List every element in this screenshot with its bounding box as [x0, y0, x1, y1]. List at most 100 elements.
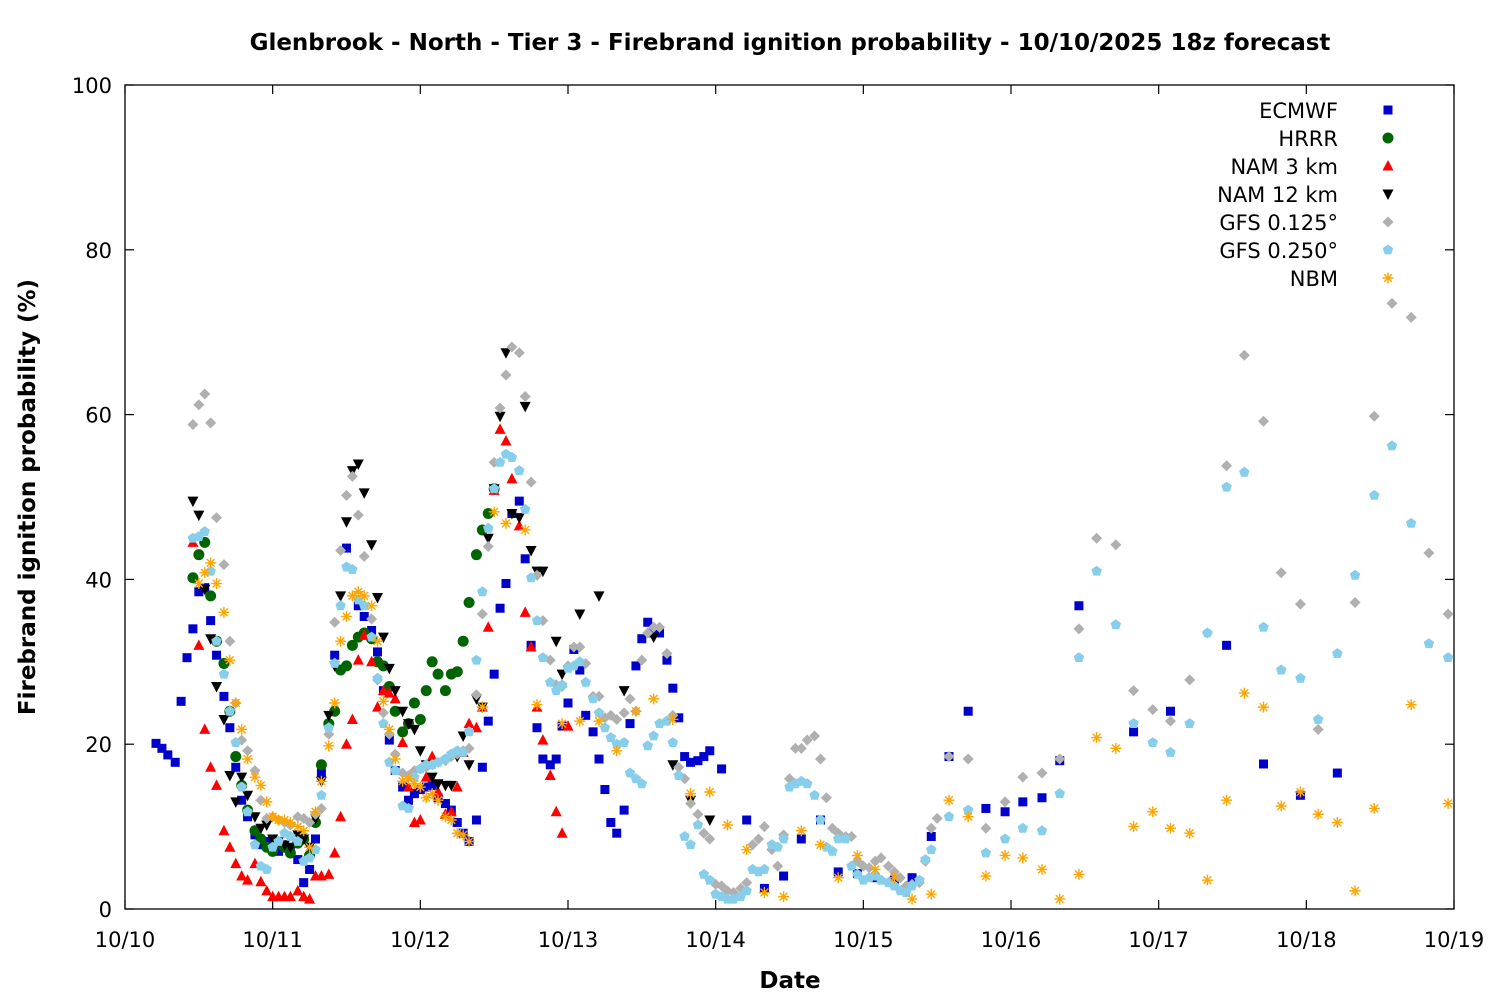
- data-point-gfs-0-250: [840, 833, 851, 844]
- data-point-nbm: [906, 893, 918, 905]
- data-point-ecmwf: [674, 713, 684, 723]
- data-point-nbm: [242, 753, 254, 765]
- data-point-gfs-0-250: [261, 863, 272, 874]
- data-point-nam-12-km: [519, 401, 531, 413]
- data-point-nam-3-km: [298, 890, 310, 902]
- data-point-gfs-0-250: [1202, 627, 1213, 638]
- data-point-nam-12-km: [506, 508, 518, 520]
- data-point-ecmwf: [398, 782, 408, 792]
- data-point-nbm: [685, 788, 697, 800]
- data-point-nam-3-km: [352, 654, 364, 665]
- data-point-gfs-0-125: [482, 540, 494, 552]
- data-point-nam-3-km: [236, 870, 248, 881]
- data-point-ecmwf: [440, 799, 450, 809]
- data-point-gfs-0-250: [1147, 737, 1158, 747]
- data-point-ecmwf: [1000, 807, 1010, 817]
- data-point-gfs-0-250: [531, 615, 543, 625]
- data-point-ecmwf: [631, 661, 641, 671]
- data-point-gfs-0-250: [580, 676, 591, 687]
- data-point-gfs-0-250: [249, 839, 261, 850]
- data-point-ecmwf: [293, 855, 303, 865]
- data-point-gfs-0-250: [488, 483, 500, 494]
- data-point-ecmwf: [705, 746, 715, 756]
- data-point-gfs-0-250: [574, 656, 585, 667]
- data-point-hrrr: [420, 685, 432, 697]
- data-point-gfs-0-125: [574, 641, 586, 653]
- data-point-gfs-0-125: [809, 730, 821, 742]
- data-point-ecmwf: [274, 846, 284, 856]
- data-point-ecmwf: [637, 634, 647, 644]
- data-point-nam-12-km: [445, 780, 457, 792]
- data-point-nbm: [1275, 800, 1287, 812]
- data-point-ecmwf: [796, 834, 806, 844]
- data-point-nbm: [377, 695, 389, 707]
- data-point-gfs-0-125: [1368, 410, 1380, 422]
- data-point-gfs-0-250: [618, 737, 630, 747]
- data-point-nam-3-km: [341, 738, 352, 749]
- data-point-gfs-0-250: [1423, 638, 1435, 649]
- data-point-gfs-0-250: [1091, 565, 1102, 576]
- data-point-nam-3-km: [482, 621, 494, 632]
- data-point-nam-3-km: [372, 701, 384, 712]
- data-point-gfs-0-125: [224, 635, 236, 647]
- data-point-ecmwf: [409, 789, 419, 799]
- data-point-gfs-0-125: [685, 798, 697, 810]
- data-point-nbm: [1238, 687, 1250, 699]
- x-tick-label: 10/15: [833, 928, 894, 952]
- data-point-gfs-0-125: [820, 792, 832, 804]
- data-point-nbm: [1184, 827, 1196, 839]
- data-point-nbm: [224, 654, 236, 666]
- data-point-hrrr: [457, 635, 469, 647]
- data-point-gfs-0-250: [642, 740, 653, 751]
- data-point-nam-12-km: [261, 820, 273, 831]
- data-point-gfs-0-125: [789, 742, 801, 754]
- data-point-gfs-0-125: [704, 833, 716, 845]
- data-point-hrrr: [377, 660, 389, 672]
- data-point-gfs-0-250: [926, 844, 937, 855]
- data-point-gfs-0-125: [1036, 767, 1048, 779]
- data-point-nam-12-km: [323, 710, 335, 722]
- data-point-nbm: [193, 578, 205, 590]
- data-point-gfs-0-250: [833, 833, 844, 844]
- data-point-gfs-0-125: [943, 751, 955, 763]
- data-point-nbm: [255, 779, 267, 791]
- data-point-gfs-0-125: [1017, 771, 1029, 783]
- data-point-gfs-0-250: [593, 707, 605, 718]
- data-point-ecmwf: [501, 579, 511, 589]
- data-point-nbm: [1294, 786, 1306, 798]
- data-point-gfs-0-250: [537, 652, 549, 663]
- data-point-gfs-0-250: [980, 847, 992, 858]
- data-point-ecmwf: [225, 723, 235, 733]
- data-point-ecmwf: [151, 738, 161, 748]
- data-point-gfs-0-125: [1275, 567, 1287, 579]
- legend-marker-nam-12-km: [1382, 189, 1394, 200]
- data-point-nbm: [1054, 893, 1066, 905]
- data-point-gfs-0-250: [304, 852, 315, 863]
- data-point-gfs-0-250: [704, 874, 715, 885]
- data-point-gfs-0-250: [759, 863, 770, 874]
- data-point-gfs-0-125: [801, 734, 813, 746]
- data-point-ecmwf: [699, 752, 709, 762]
- data-point-nam-12-km: [408, 724, 420, 736]
- x-tick-label: 10/14: [685, 928, 746, 952]
- data-point-hrrr: [193, 549, 205, 561]
- data-point-gfs-0-125: [648, 621, 660, 633]
- data-point-ecmwf: [157, 743, 167, 753]
- data-point-nbm: [199, 567, 211, 579]
- data-point-gfs-0-250: [999, 833, 1011, 844]
- data-point-nam-12-km: [704, 815, 716, 827]
- data-point-nbm: [230, 697, 242, 709]
- data-point-gfs-0-125: [500, 369, 512, 381]
- data-point-gfs-0-125: [1128, 685, 1140, 697]
- data-point-gfs-0-125: [1054, 753, 1066, 765]
- data-point-nam-12-km: [205, 634, 217, 645]
- data-point-gfs-0-125: [205, 417, 217, 429]
- data-point-gfs-0-125: [249, 765, 261, 777]
- data-point-nam-3-km: [377, 684, 389, 696]
- data-point-gfs-0-125: [211, 512, 223, 524]
- data-point-nam-3-km: [224, 841, 236, 852]
- data-point-nbm: [925, 888, 937, 900]
- data-point-gfs-0-250: [852, 868, 863, 879]
- data-point-gfs-0-125: [1164, 715, 1176, 727]
